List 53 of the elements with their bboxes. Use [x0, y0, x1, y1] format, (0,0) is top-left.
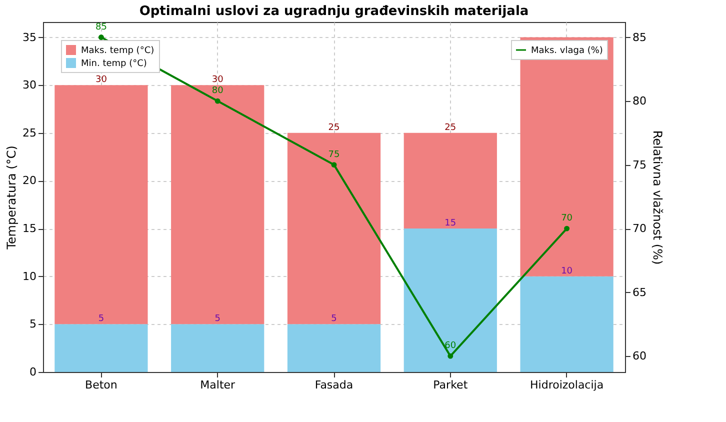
- point: [214, 98, 220, 104]
- y2-tick-label: 80: [632, 94, 646, 108]
- total-label: 30: [95, 75, 108, 86]
- legend-label: Maks. vlaga (%): [531, 46, 603, 56]
- y2-tick-label: 75: [632, 158, 646, 172]
- y2-axis-title: Relativna vlažnost (%): [650, 130, 664, 265]
- data-label: 5: [214, 314, 220, 324]
- point: [331, 162, 337, 168]
- data-label: 5: [98, 314, 104, 324]
- x-tick-label: Malter: [200, 378, 236, 392]
- data-label: 85: [95, 22, 107, 32]
- y2-tick-label: 70: [632, 222, 646, 236]
- point: [564, 226, 570, 232]
- bar: [287, 324, 381, 372]
- data-label: 60: [444, 341, 456, 352]
- x-tick-label: Beton: [85, 378, 118, 392]
- bar: [171, 324, 264, 372]
- bar: [171, 85, 264, 324]
- y2-tick-label: 65: [632, 286, 646, 299]
- y-tick-label: 10: [22, 270, 36, 283]
- data-label: 10: [561, 266, 573, 276]
- data-label: 70: [561, 214, 573, 224]
- bar: [520, 276, 614, 372]
- x-tick-label: Parket: [433, 378, 468, 392]
- y2-tick-label: 60: [632, 350, 646, 363]
- x-tick-label: Hidroizolacija: [530, 378, 604, 392]
- y-tick-label: 0: [30, 366, 36, 378]
- bar: [404, 132, 497, 229]
- total-label: 30: [212, 75, 224, 86]
- legend-label: Maks. temp (°C): [81, 46, 154, 56]
- bar: [404, 228, 497, 372]
- bar: [54, 85, 148, 324]
- y-tick-label: 15: [22, 222, 36, 236]
- bar: [287, 132, 381, 324]
- y2-tick-label: 85: [632, 30, 646, 44]
- data-label: 15: [444, 218, 456, 229]
- y-tick-label: 25: [22, 126, 36, 140]
- data-label: 80: [212, 86, 224, 96]
- data-label: 5: [331, 314, 337, 324]
- total-label: 25: [328, 122, 340, 133]
- point: [448, 353, 454, 359]
- legend-label: Min. temp (°C): [81, 59, 147, 69]
- data-label: 75: [328, 150, 340, 160]
- y-tick-label: 20: [22, 174, 36, 188]
- bar: [54, 324, 148, 372]
- chart-title: Optimalni uslovi za ugradnju građevinskih materijala: [139, 4, 529, 19]
- y-axis-title: Temperatura (°C): [4, 146, 19, 250]
- total-label: 25: [444, 122, 456, 133]
- y-tick-label: 35: [22, 30, 36, 44]
- x-tick-label: Fasada: [314, 378, 354, 392]
- y-tick-label: 30: [22, 78, 36, 92]
- y-tick-label: 5: [30, 318, 36, 331]
- point: [98, 34, 104, 40]
